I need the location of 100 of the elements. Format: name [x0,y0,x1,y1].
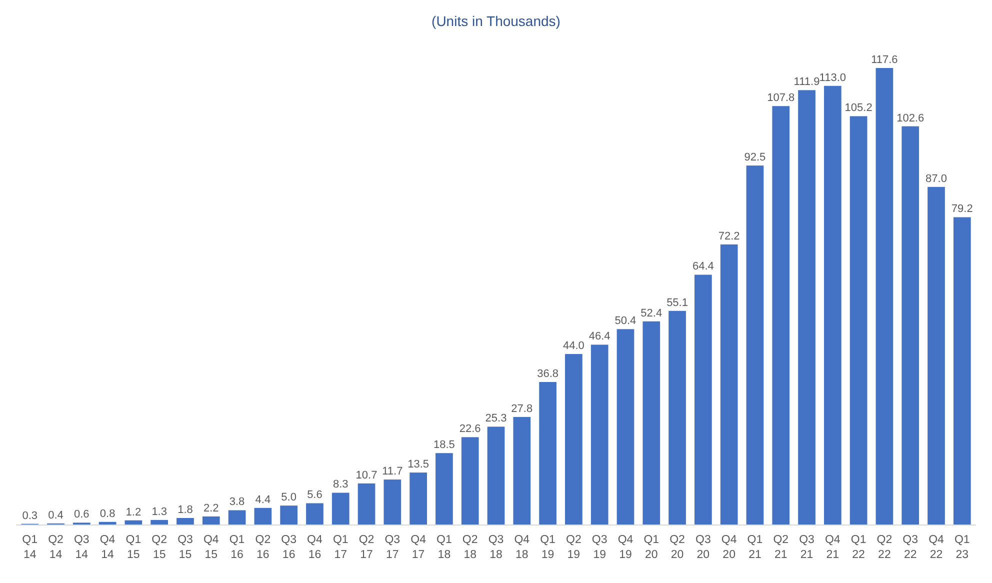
data-label: 25.3 [485,412,507,425]
data-label: 113.0 [819,72,846,84]
x-tick-label: Q3 18 [488,534,504,561]
data-label: 1.8 [178,504,193,516]
x-tick-label: Q1 22 [850,534,866,561]
data-label: 92.5 [744,152,766,164]
bar [228,510,246,525]
x-tick-label: Q3 17 [384,534,400,561]
x-tick-label: Q3 21 [799,534,814,561]
x-tick-label: Q1 19 [540,534,556,561]
bar [306,503,324,525]
x-tick-label: Q2 17 [358,534,374,561]
chart-subtitle: (Units in Thousands) [432,13,560,29]
bar [487,426,505,525]
bar [332,492,350,525]
x-tick-label: Q4 20 [721,534,738,561]
bar [876,68,894,525]
x-tick-label: Q1 14 [22,534,38,561]
data-label: 46.4 [588,330,610,343]
x-tick-label: Q3 16 [281,534,296,561]
data-label: 5.0 [281,492,296,504]
data-label: 64.4 [692,260,714,273]
x-tick-label: Q4 16 [307,534,323,561]
x-tick-label: Q2 18 [462,534,478,561]
bar [616,329,634,525]
data-label: 102.6 [896,112,924,124]
x-tick-label: Q4 19 [618,534,634,561]
bar [384,480,402,525]
data-label: 52.4 [640,307,662,320]
x-tick-label: Q4 18 [514,534,530,561]
bar [254,508,272,525]
data-label: 0.6 [74,508,90,521]
data-label: 107.8 [767,92,795,104]
data-label: 87.0 [926,172,947,185]
data-label: 0.3 [22,510,38,522]
x-tick-label: Q3 15 [178,534,193,561]
data-label: 22.6 [459,423,481,436]
x-tick-label: Q2 20 [670,534,685,561]
bar [436,453,453,525]
x-tick-label: Q2 19 [566,534,582,561]
data-label: 0.8 [100,508,116,520]
bar [824,86,842,525]
data-label: 4.4 [255,494,271,506]
data-label: 72.2 [718,230,740,242]
x-tick-label: Q3 20 [696,534,711,561]
data-label: 0.4 [48,509,64,522]
bar [798,90,816,525]
x-tick-label: Q1 23 [954,534,970,561]
data-label: 44.0 [562,340,584,352]
x-tick-label: Q4 22 [928,534,945,561]
bar [746,166,764,525]
x-tick-label: Q4 21 [824,534,841,561]
bar [358,483,376,525]
x-tick-label: Q2 21 [773,534,789,561]
bar [176,518,194,525]
bar [150,520,168,525]
bar [772,106,790,525]
data-label: 3.8 [229,496,245,508]
bar [694,274,712,525]
bar [565,354,582,525]
data-label: 8.3 [332,478,348,491]
bar [280,506,298,525]
bar [642,321,660,525]
bar [539,382,556,525]
data-label: 55.1 [666,296,688,309]
x-tick-label: Q1 16 [229,534,245,561]
x-tick-label: Q3 22 [902,534,918,561]
data-label: 10.7 [356,469,378,482]
x-tick-label: Q3 14 [74,534,90,561]
x-tick-label: Q1 21 [747,534,763,561]
data-label: 13.5 [408,458,430,471]
x-tick-label: Q2 15 [152,534,168,561]
x-tick-label: Q4 14 [100,534,116,561]
bar [928,186,945,525]
data-label: 5.6 [307,489,322,502]
x-tick-label: Q2 16 [255,534,271,561]
x-tick-label: Q3 19 [592,534,608,561]
data-label: 36.8 [537,368,559,380]
data-label: 1.2 [126,506,142,518]
data-label: 2.2 [203,502,219,514]
x-tick-label: Q1 15 [126,534,142,561]
x-tick-label: Q1 17 [332,534,348,561]
data-label: 117.6 [871,54,898,66]
data-label: 111.9 [794,76,820,88]
bar [953,217,971,525]
data-label: 50.4 [614,315,636,328]
x-tick-label: Q2 22 [876,534,892,561]
x-tick-label: Q4 15 [203,534,220,561]
x-tick-label: Q1 20 [644,534,660,561]
bar [850,116,868,525]
x-tick-label: Q2 14 [48,534,64,561]
bar [202,516,220,525]
data-label: 105.2 [844,102,872,114]
bar [720,244,738,525]
bar [902,126,920,525]
bar [410,472,427,525]
bar [513,416,531,525]
bar [461,437,479,525]
bar [590,344,608,525]
x-tick-label: Q1 18 [436,534,452,561]
